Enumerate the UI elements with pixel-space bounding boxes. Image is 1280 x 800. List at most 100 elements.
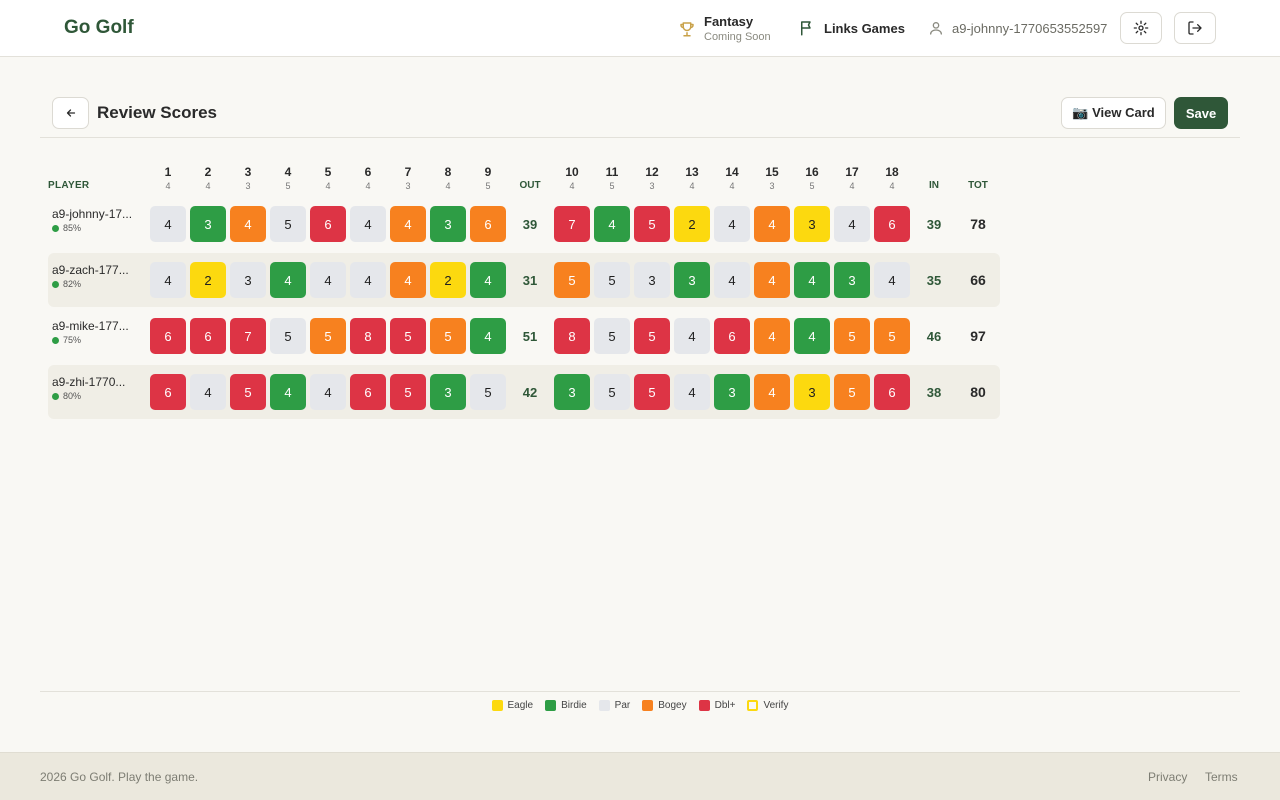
score-cell[interactable]: 4 [350,206,386,242]
score-cell[interactable]: 4 [310,374,346,410]
score-cell[interactable]: 4 [714,206,750,242]
hole-par: 5 [485,181,491,191]
score-cell[interactable]: 4 [794,318,830,354]
score-cell[interactable]: 3 [230,262,266,298]
score-cell[interactable]: 3 [794,374,830,410]
score-cell[interactable]: 2 [190,262,226,298]
score-cell[interactable]: 6 [714,318,750,354]
score-cell[interactable]: 5 [310,318,346,354]
score-cell[interactable]: 3 [190,206,226,242]
score-cell[interactable]: 4 [594,206,630,242]
score-cell[interactable]: 4 [674,318,710,354]
score-cell[interactable]: 4 [470,318,506,354]
score-cell[interactable]: 5 [834,318,870,354]
hole-number: 5 [324,165,332,179]
score-cell[interactable]: 3 [430,206,466,242]
score-cell[interactable]: 6 [350,374,386,410]
score-cell[interactable]: 4 [754,374,790,410]
score-cell[interactable]: 4 [150,262,186,298]
hole-par: 4 [205,181,211,191]
score-cell[interactable]: 4 [794,262,830,298]
score-cell[interactable]: 6 [470,206,506,242]
save-button[interactable]: Save [1174,97,1228,129]
score-cell[interactable]: 5 [470,374,506,410]
user-profile[interactable]: a9-johnny-1770653552597 [928,20,1107,36]
score-cell[interactable]: 5 [634,318,670,354]
score-cell[interactable]: 3 [554,374,590,410]
hole-par: 3 [405,181,411,191]
player-name[interactable]: a9-zhi-1770... [52,375,126,389]
score-cell[interactable]: 8 [554,318,590,354]
score-cell[interactable]: 6 [150,318,186,354]
hole-par: 4 [165,181,171,191]
logo[interactable]: Go Golf [64,17,134,38]
score-cell[interactable]: 5 [634,374,670,410]
score-cell[interactable]: 4 [714,262,750,298]
score-cell[interactable]: 4 [270,262,306,298]
player-name[interactable]: a9-mike-177... [52,319,129,333]
score-cell[interactable]: 8 [350,318,386,354]
score-cell[interactable]: 4 [390,262,426,298]
in-total: 38 [926,384,942,400]
score-cell[interactable]: 5 [390,318,426,354]
view-card-button[interactable]: 📷 View Card [1061,97,1166,129]
out-total: 39 [522,216,538,232]
score-cell[interactable]: 5 [390,374,426,410]
hole-header: 13 4 [674,165,710,192]
score-cell[interactable]: 4 [270,374,306,410]
score-cell[interactable]: 5 [594,262,630,298]
score-cell[interactable]: 3 [634,262,670,298]
score-cell[interactable]: 5 [230,374,266,410]
score-cell[interactable]: 6 [874,374,910,410]
score-cell[interactable]: 4 [230,206,266,242]
back-button[interactable] [52,97,89,129]
score-cell[interactable]: 5 [270,318,306,354]
score-cell[interactable]: 3 [834,262,870,298]
score-cell[interactable]: 7 [230,318,266,354]
score-cell[interactable]: 4 [310,262,346,298]
score-cell[interactable]: 2 [674,206,710,242]
score-cell[interactable]: 4 [874,262,910,298]
settings-button[interactable] [1120,12,1162,44]
score-cell[interactable]: 6 [190,318,226,354]
score-cell[interactable]: 4 [190,374,226,410]
score-cell[interactable]: 3 [430,374,466,410]
player-name[interactable]: a9-zach-177... [52,263,129,277]
score-cell[interactable]: 5 [270,206,306,242]
terms-link[interactable]: Terms [1205,770,1238,784]
score-cell[interactable]: 4 [834,206,870,242]
privacy-link[interactable]: Privacy [1148,770,1188,784]
score-cell[interactable]: 5 [874,318,910,354]
score-cell[interactable]: 3 [674,262,710,298]
score-cell[interactable]: 2 [430,262,466,298]
in-total: 39 [926,216,942,232]
logout-button[interactable] [1174,12,1216,44]
score-cell[interactable]: 5 [634,206,670,242]
score-cell[interactable]: 6 [150,374,186,410]
nav-fantasy[interactable]: Fantasy Coming Soon [678,14,771,44]
score-cell[interactable]: 5 [594,318,630,354]
score-cell[interactable]: 4 [754,206,790,242]
nav-links-games[interactable]: Links Games [798,19,905,37]
score-cell[interactable]: 4 [754,262,790,298]
score-cell[interactable]: 4 [390,206,426,242]
score-cell[interactable]: 5 [834,374,870,410]
flag-icon [801,21,811,36]
score-cell[interactable]: 4 [470,262,506,298]
score-cell[interactable]: 6 [310,206,346,242]
score-cell[interactable]: 6 [874,206,910,242]
score-cell[interactable]: 5 [430,318,466,354]
score-cell[interactable]: 4 [150,206,186,242]
score-cell[interactable]: 4 [350,262,386,298]
score-cell[interactable]: 4 [754,318,790,354]
score-cell[interactable]: 3 [714,374,750,410]
score-cell[interactable]: 4 [674,374,710,410]
score-cell[interactable]: 5 [594,374,630,410]
score-cell[interactable]: 3 [794,206,830,242]
score-cell[interactable]: 7 [554,206,590,242]
hole-number: 12 [645,165,659,179]
score-cell[interactable]: 5 [554,262,590,298]
player-status: 75% [52,335,81,345]
player-name[interactable]: a9-johnny-17... [52,207,133,221]
